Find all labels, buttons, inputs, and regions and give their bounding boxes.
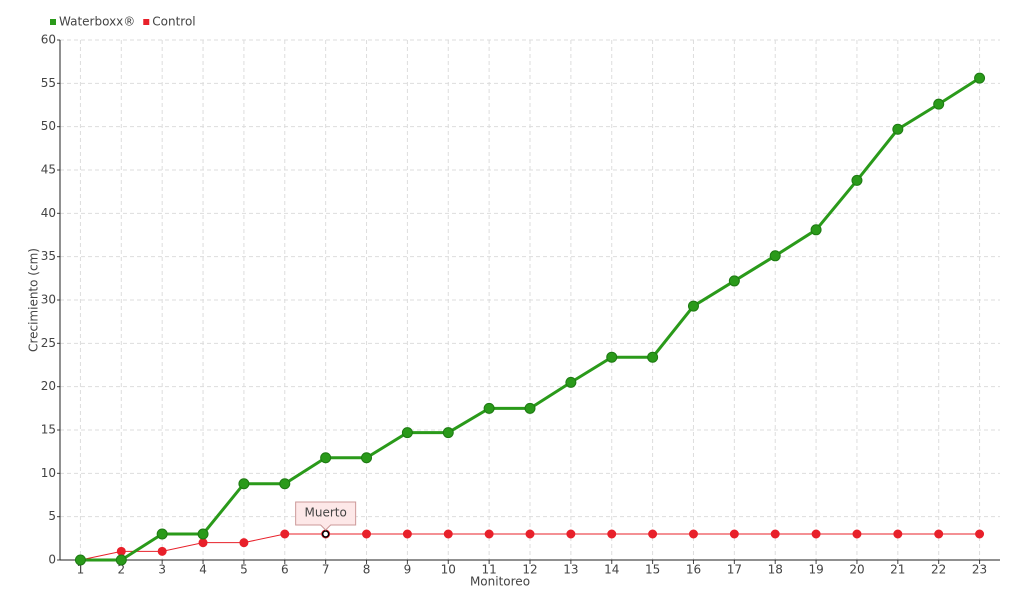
x-tick-label: 4 [199, 563, 207, 577]
data-point [402, 529, 412, 539]
data-point [893, 529, 903, 539]
data-point [362, 529, 372, 539]
data-point [320, 452, 332, 464]
data-point [975, 529, 985, 539]
y-tick-label: 10 [41, 466, 56, 480]
y-tick-label: 25 [41, 336, 56, 350]
x-tick-label: 7 [322, 563, 330, 577]
y-tick-label: 55 [41, 76, 56, 90]
x-tick-label: 20 [849, 563, 864, 577]
data-point [565, 376, 577, 388]
y-tick-label: 45 [41, 163, 56, 177]
data-point [239, 538, 249, 548]
data-point [852, 529, 862, 539]
data-point [74, 554, 86, 566]
y-tick-label: 15 [41, 423, 56, 437]
data-point [197, 528, 209, 540]
data-point [156, 528, 168, 540]
data-point [401, 427, 413, 439]
highlight-point [321, 530, 330, 538]
data-point [728, 275, 740, 287]
data-point [566, 529, 576, 539]
x-tick-label: 13 [563, 563, 578, 577]
data-point [525, 529, 535, 539]
x-tick-label: 3 [158, 563, 166, 577]
x-tick-label: 5 [240, 563, 248, 577]
data-point [524, 402, 536, 414]
x-tick-label: 2 [117, 563, 125, 577]
data-point [483, 402, 495, 414]
x-tick-label: 11 [481, 563, 496, 577]
x-tick-label: 23 [972, 563, 987, 577]
x-tick-label: 19 [808, 563, 823, 577]
x-tick-label: 8 [363, 563, 371, 577]
data-point [116, 546, 126, 556]
series-line [80, 76, 981, 562]
y-tick-label: 35 [41, 249, 56, 263]
data-point [811, 529, 821, 539]
data-point [688, 529, 698, 539]
data-point [687, 300, 699, 312]
x-tick-label: 17 [727, 563, 742, 577]
data-point [157, 546, 167, 556]
x-tick-label: 1 [77, 563, 85, 577]
y-axis-label: Crecimiento (cm) [27, 248, 41, 352]
legend-label: Waterboxx® [59, 15, 135, 29]
data-point [647, 351, 659, 363]
data-point [934, 529, 944, 539]
data-point [279, 478, 291, 490]
x-tick-label: 12 [522, 563, 537, 577]
x-tick-label: 6 [281, 563, 289, 577]
data-point [769, 250, 781, 262]
data-point [198, 538, 208, 548]
x-tick-label: 14 [604, 563, 619, 577]
data-point [729, 529, 739, 539]
data-point [484, 529, 494, 539]
data-point [810, 224, 822, 236]
x-tick-label: 22 [931, 563, 946, 577]
data-point [443, 529, 453, 539]
y-tick-label: 20 [41, 379, 56, 393]
x-tick-label: 18 [768, 563, 783, 577]
data-point [238, 478, 250, 490]
x-axis-label: Monitoreo [470, 575, 530, 589]
x-tick-label: 9 [404, 563, 412, 577]
data-point [648, 529, 658, 539]
data-point [606, 351, 618, 363]
data-point [892, 123, 904, 135]
annotation: Muerto [295, 501, 357, 531]
data-point [933, 98, 945, 110]
y-tick-label: 30 [41, 293, 56, 307]
y-tick-label: 40 [41, 206, 56, 220]
x-tick-label: 10 [441, 563, 456, 577]
x-tick-label: 21 [890, 563, 905, 577]
data-point [442, 427, 454, 439]
legend-label: Control [152, 15, 195, 29]
y-tick-label: 5 [48, 509, 56, 523]
y-tick-label: 0 [48, 553, 56, 567]
data-point [607, 529, 617, 539]
data-point [115, 554, 127, 566]
legend-marker [50, 19, 56, 25]
data-point [280, 529, 290, 539]
y-tick-label: 50 [41, 119, 56, 133]
data-point [770, 529, 780, 539]
data-point [974, 72, 986, 84]
annotation-text: Muerto [304, 506, 346, 520]
x-tick-label: 15 [645, 563, 660, 577]
legend-marker [143, 19, 150, 25]
x-tick-label: 16 [686, 563, 701, 577]
data-point [361, 452, 373, 464]
y-tick-label: 60 [41, 33, 56, 47]
data-point [851, 174, 863, 186]
annotation-box [295, 501, 357, 531]
